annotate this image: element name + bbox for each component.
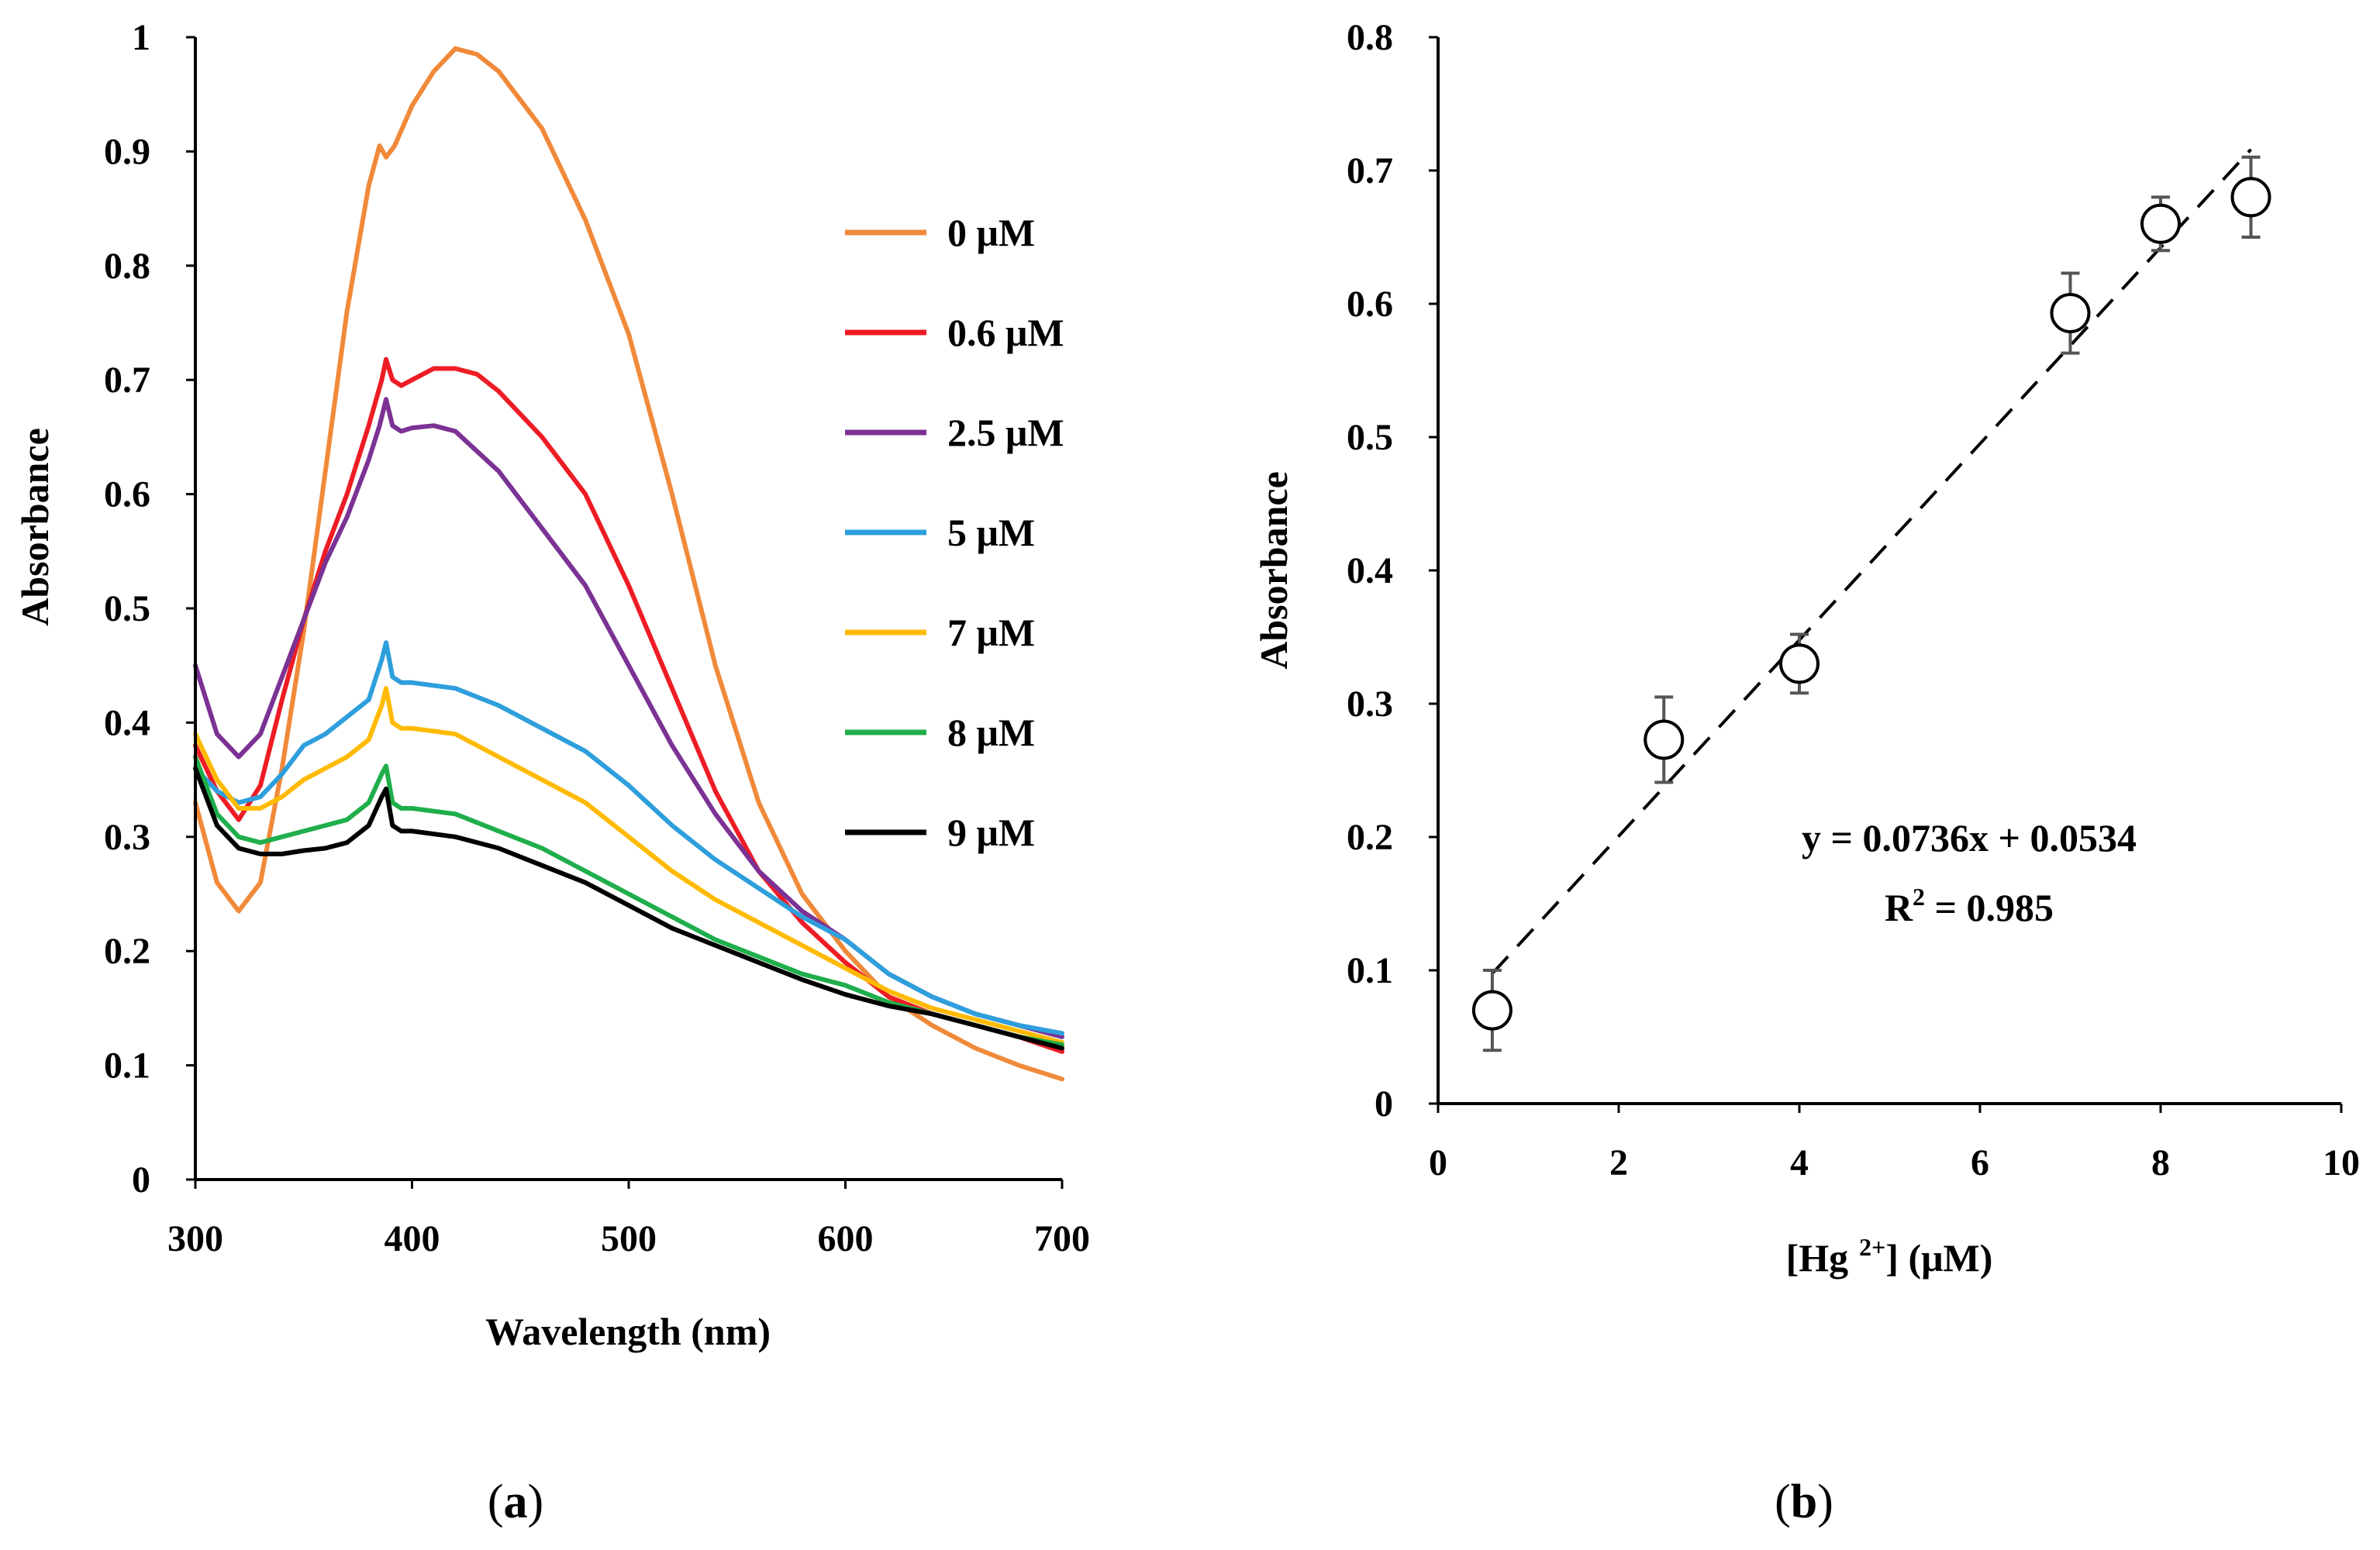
chart-a-x-ticks: 300 400 500 600 700 [167, 1180, 1090, 1259]
chart-a-y-tick-label: 0.4 [104, 702, 150, 743]
chart-b-x-tick-label: 4 [1790, 1142, 1809, 1183]
series-line-5 [193, 754, 1064, 1048]
data-point-4 [2140, 203, 2181, 244]
chart-a-y-tick-label: 1 [132, 17, 150, 58]
chart-a-y-axis-title: Absorbance [13, 428, 57, 626]
chart-b-x-axis-title-sup: 2+ [1859, 1233, 1885, 1261]
chart-a-series-lines [193, 46, 1064, 1082]
chart-a-x-tick-label: 400 [385, 1218, 440, 1259]
chart-b-y-tick-label: 0.4 [1347, 550, 1393, 591]
chart-a-y-tick-label: 0.2 [104, 931, 150, 972]
data-point-5 [2230, 177, 2271, 218]
chart-a-y-tick-label: 0.9 [104, 131, 150, 172]
panel-label-b: (b) [1775, 1476, 1833, 1528]
chart-b-x-axis-title: [Hg 2+] (μM) [1786, 1233, 1993, 1280]
chart-a-y-tick-label: 0.3 [104, 817, 150, 858]
data-point-3 [2050, 293, 2091, 334]
chart-a-x-axis-title: Wavelength (nm) [485, 1310, 771, 1353]
chart-panel-a: 0 0.1 0.2 0.3 0.4 0.5 0.6 0.7 0.8 0.9 1 300 400 500 6… [13, 17, 1090, 1528]
fit-r-squared-sup: 2 [1913, 883, 1925, 911]
chart-b-y-tick-label: 0.6 [1347, 284, 1393, 325]
chart-b-x-tick-label: 10 [2323, 1142, 2360, 1183]
chart-b-y-axis-title: Absorbance [1252, 471, 1295, 670]
chart-b-x-axis-title-tail: ] (μM) [1885, 1236, 1992, 1280]
fit-line [1491, 148, 2252, 975]
series-line-3 [193, 640, 1064, 1036]
panel-label-b-letter: b [1791, 1476, 1817, 1528]
series-line-2 [193, 397, 1064, 1039]
chart-b-points [1471, 155, 2271, 1052]
series-line-0 [193, 46, 1064, 1082]
legend-label-1: 0.6 μM [947, 311, 1064, 354]
chart-b-y-tick-label: 0.3 [1347, 684, 1393, 725]
fit-r-squared: R2 = 0.985 [1885, 883, 2054, 929]
chart-b-x-tick-label: 8 [2151, 1142, 2170, 1183]
chart-b-x-tick-label: 6 [1971, 1142, 1989, 1183]
chart-a-y-tick-label: 0.7 [104, 360, 150, 401]
chart-b-y-tick-label: 0.8 [1347, 17, 1393, 58]
chart-a-y-ticks: 0 0.1 0.2 0.3 0.4 0.5 0.6 0.7 0.8 0.9 1 [104, 17, 195, 1200]
legend-label-4: 7 μM [947, 611, 1035, 654]
chart-a-x-tick-label: 600 [818, 1218, 874, 1259]
chart-b-fit-line [1491, 148, 2252, 975]
chart-b-y-tick-label: 0.2 [1347, 817, 1393, 858]
legend-label-5: 8 μM [947, 711, 1035, 754]
chart-a-y-tick-label: 0.6 [104, 474, 150, 515]
legend-label-6: 9 μM [947, 811, 1035, 854]
legend-label-2: 2.5 μM [947, 411, 1064, 454]
data-point-0 [1471, 990, 1513, 1031]
fit-equation: y = 0.0736x + 0.0534 [1802, 816, 2137, 859]
panel-label-a: (a) [488, 1476, 543, 1528]
chart-b-x-tick-label: 0 [1429, 1142, 1447, 1183]
series-line-4 [193, 686, 1064, 1045]
chart-a-legend: 0 μM 0.6 μM 2.5 μM 5 μM 7 μM 8 μM 9 μM [845, 211, 1064, 854]
legend-label-0: 0 μM [947, 211, 1035, 254]
chart-b-y-tick-label: 0 [1375, 1083, 1393, 1125]
fit-r-squared-tail: = 0.985 [1925, 886, 2054, 929]
chart-b-y-tick-label: 0.1 [1347, 950, 1393, 991]
chart-b-x-tick-label: 2 [1609, 1142, 1628, 1183]
chart-b-y-ticks: 0 0.1 0.2 0.3 0.4 0.5 0.6 0.7 0.8 [1347, 17, 1438, 1125]
chart-a-y-tick-label: 0.1 [104, 1045, 150, 1087]
chart-b-y-tick-label: 0.7 [1347, 150, 1393, 191]
chart-a-x-tick-label: 500 [601, 1218, 657, 1259]
chart-a-x-tick-label: 300 [167, 1218, 223, 1259]
series-line-6 [193, 766, 1064, 1051]
chart-b-y-tick-label: 0.5 [1347, 417, 1393, 458]
data-point-2 [1779, 643, 1819, 684]
chart-a-y-tick-label: 0.8 [104, 246, 150, 287]
chart-a-x-tick-label: 700 [1034, 1218, 1090, 1259]
chart-b-x-ticks: 0 2 4 6 8 10 [1429, 1104, 2360, 1183]
legend-label-3: 5 μM [947, 511, 1035, 554]
data-point-1 [1644, 719, 1685, 760]
chart-a-y-tick-label: 0.5 [104, 588, 150, 629]
chart-a-y-tick-label: 0 [132, 1159, 150, 1200]
chart-panel-b: 0 0.1 0.2 0.3 0.4 0.5 0.6 0.7 0.8 0 2 4 6 8 10 Absorb… [1252, 17, 2360, 1528]
panel-label-a-letter: a [504, 1476, 528, 1528]
chart-b-x-axis-title-main: [Hg [1786, 1236, 1849, 1280]
fit-r-squared-main: R [1885, 886, 1913, 929]
